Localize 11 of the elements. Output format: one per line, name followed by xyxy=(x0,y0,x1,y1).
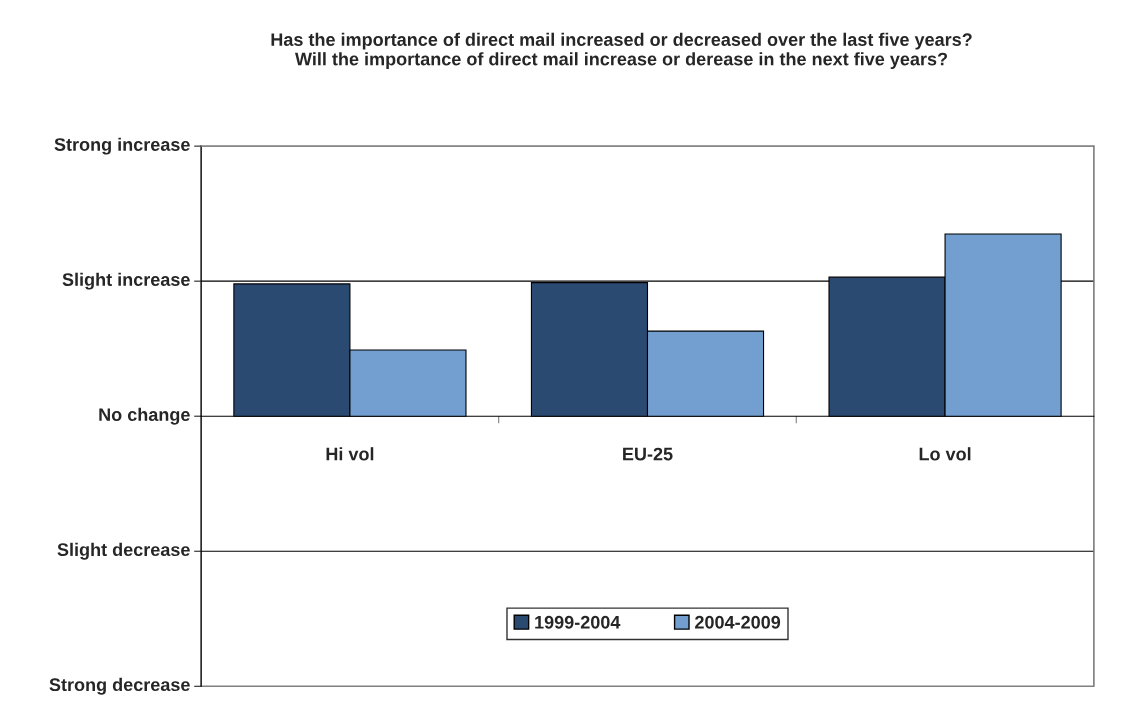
legend-label: 2004-2009 xyxy=(695,615,781,629)
x-tick-label: Lo vol xyxy=(919,447,971,461)
text: Strong increase xyxy=(54,137,190,155)
text: Strong decrease xyxy=(49,677,190,695)
ref-line-label: Slight increase xyxy=(62,272,190,290)
chart-title: Has the importance of direct mail increased or decreased over the last five years? Will the importance of direct mail increase or derease in the next five years? xyxy=(271,32,972,69)
ref-line-label: Slight decrease xyxy=(57,542,190,560)
legend-label: 1999-2004 xyxy=(535,615,621,629)
x-tick-label: Hi vol xyxy=(326,447,374,461)
text: No change xyxy=(99,407,190,425)
x-tick-label: EU-25 xyxy=(623,447,673,461)
